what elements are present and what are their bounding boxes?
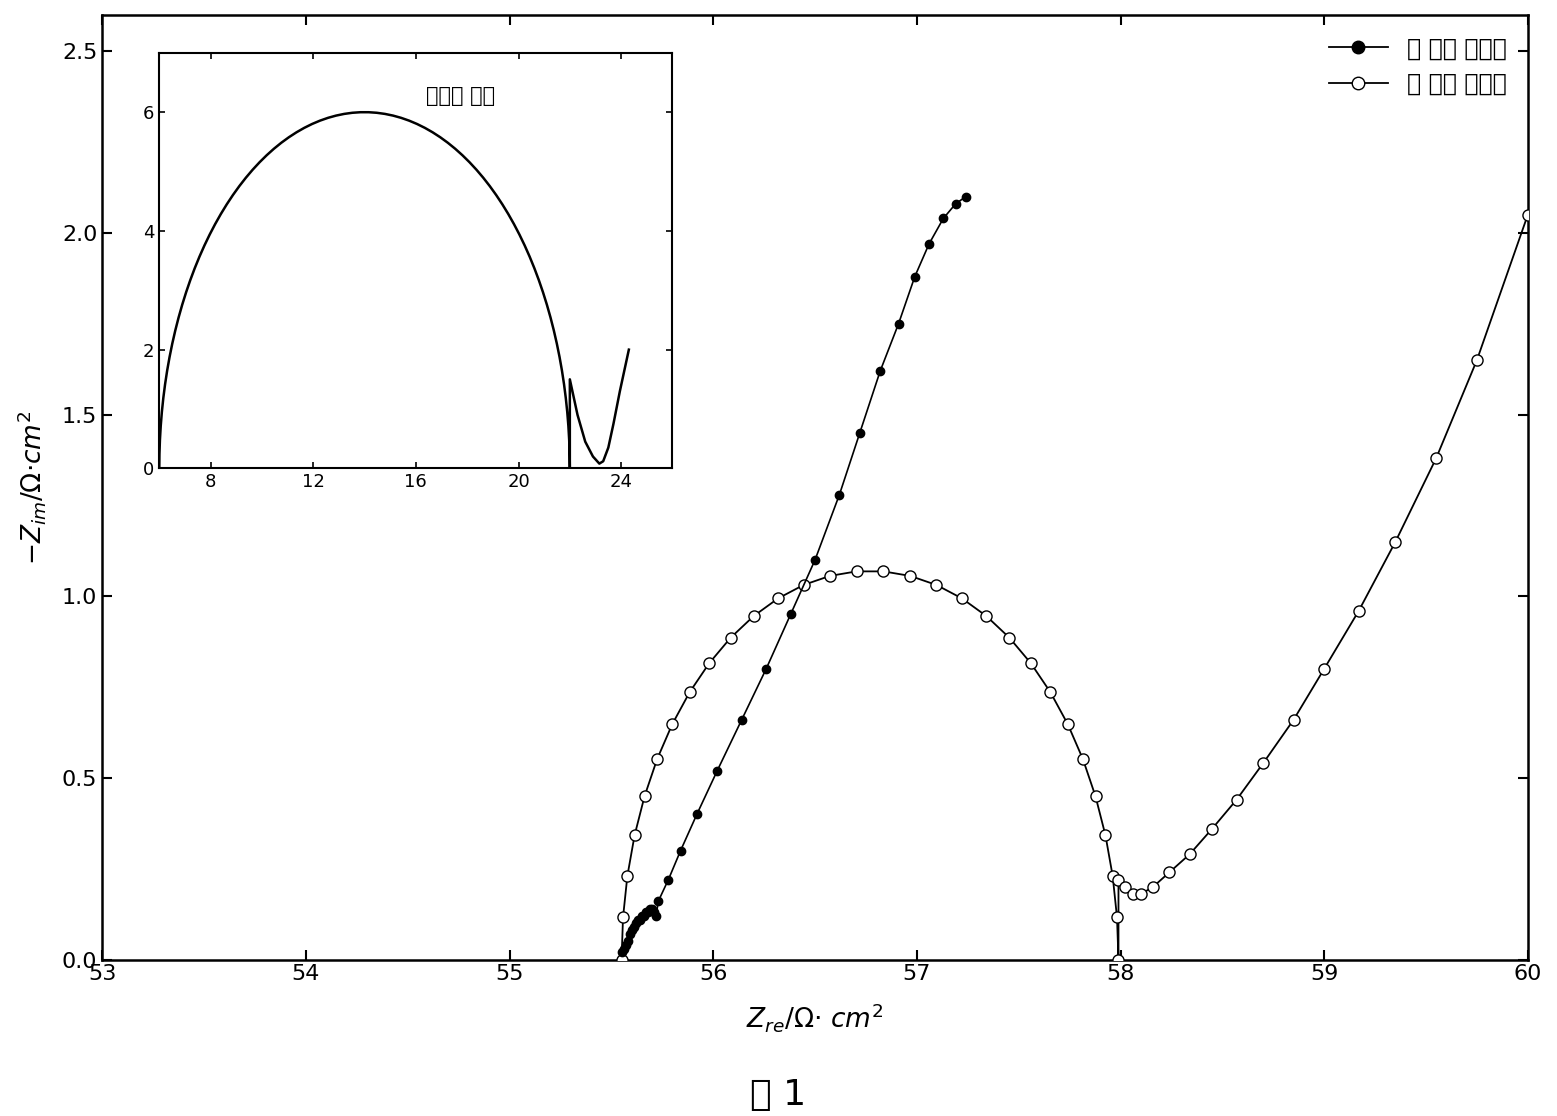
Y-axis label: $-Z_{im}$/$\Omega$·$cm^2$: $-Z_{im}$/$\Omega$·$cm^2$ [16,410,48,565]
Legend: 自 组载 铂电极, 热 解载 铂电极: 自 组载 铂电极, 热 解载 铂电极 [1319,27,1517,106]
Text: 图 1: 图 1 [750,1078,807,1112]
X-axis label: $Z_{re}$/$\Omega$· $cm^2$: $Z_{re}$/$\Omega$· $cm^2$ [746,1001,884,1035]
